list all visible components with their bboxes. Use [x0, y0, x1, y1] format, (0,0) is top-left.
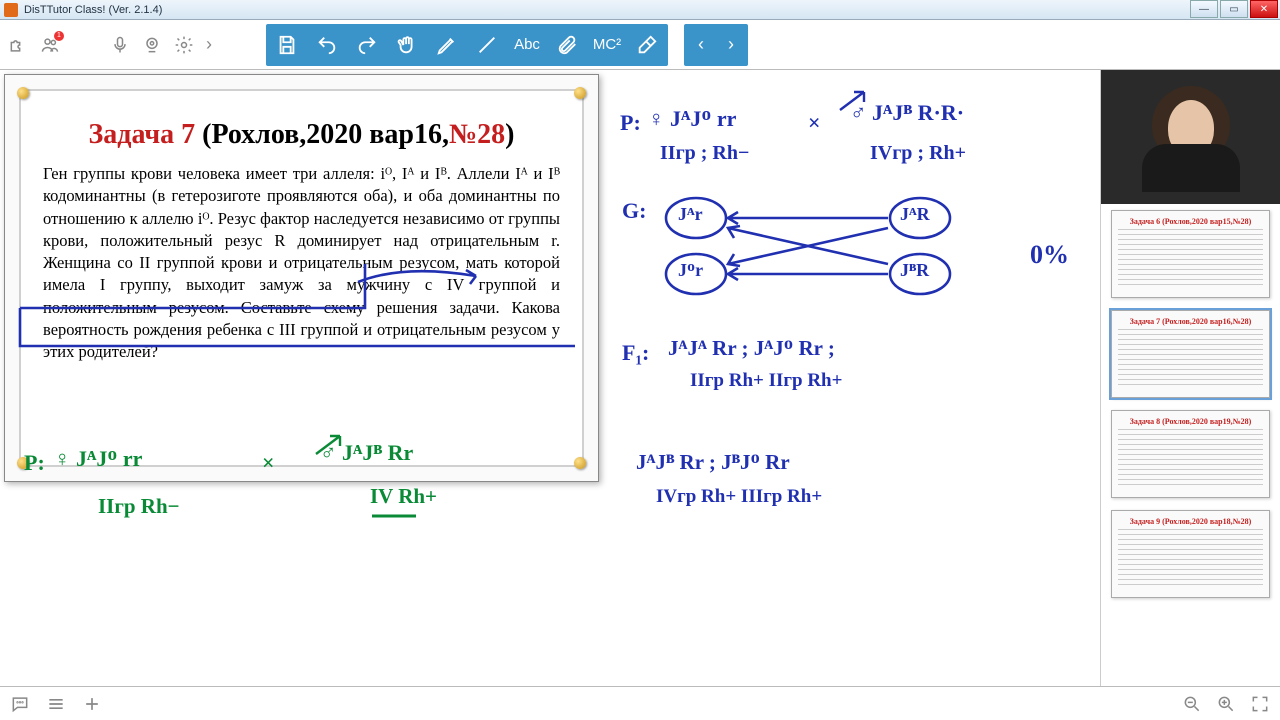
hw-g-p-female: ♀ JᴬJᴼ rr — [54, 446, 142, 472]
prev-slide-button[interactable]: ‹ — [698, 34, 704, 55]
zoom-out-icon[interactable] — [1182, 694, 1202, 714]
hw-p-male: ♂ JᴬJᴮ R·R· — [850, 100, 964, 126]
hand-icon[interactable] — [396, 34, 418, 56]
hw-p-m-pheno: IVгр ; Rh+ — [870, 142, 966, 165]
hw-f1-2: JᴬJᴮ Rr ; JᴮJᴼ Rr — [636, 450, 790, 475]
hw-zero: 0% — [1030, 240, 1069, 270]
zoom-in-icon[interactable] — [1216, 694, 1236, 714]
minimize-button[interactable]: — — [1190, 0, 1218, 18]
whiteboard-canvas[interactable]: Задача 7 (Рохлов,2020 вар16,№28) Ген гру… — [0, 70, 1100, 686]
pin-icon — [574, 87, 586, 99]
add-page-icon[interactable] — [82, 694, 102, 714]
hw-g-label: G: — [622, 198, 646, 224]
webcam-feed[interactable] — [1101, 70, 1280, 204]
right-panel: Задача 6 (Рохлов,2020 вар15,№28) Задача … — [1100, 70, 1280, 686]
restore-button[interactable]: ▭ — [1220, 0, 1248, 18]
hw-g-cross: × — [262, 450, 275, 476]
fullscreen-icon[interactable] — [1250, 694, 1270, 714]
menu-icon[interactable] — [46, 694, 66, 714]
webcam-person — [1141, 82, 1241, 192]
hw-g3: Jᴼr — [678, 260, 703, 281]
chevron-right-icon[interactable]: › — [206, 35, 226, 55]
puzzle-icon[interactable] — [8, 35, 28, 55]
webcam-icon[interactable] — [142, 35, 162, 55]
hw-cross: × — [808, 110, 821, 136]
mic-icon[interactable] — [110, 35, 130, 55]
participants-icon[interactable]: 1 — [40, 35, 60, 55]
participants-badge: 1 — [54, 31, 64, 41]
settings-icon[interactable] — [174, 35, 194, 55]
slide-body: Ген группы крови человека имеет три алле… — [21, 157, 582, 373]
green-underline — [370, 510, 420, 522]
hw-g1: Jᴬr — [678, 204, 703, 225]
next-slide-button[interactable]: › — [728, 34, 734, 55]
eraser-icon[interactable] — [636, 34, 658, 56]
window-titlebar: DisTTutor Class! (Ver. 2.1.4) — ▭ ✕ — [0, 0, 1280, 20]
redo-icon[interactable] — [356, 34, 378, 56]
hw-g2: JᴬR — [900, 204, 930, 225]
gamete-diagram — [660, 188, 1060, 328]
text-tool[interactable]: Abc — [516, 34, 538, 56]
hw-p-f-pheno: IIгр ; Rh− — [660, 142, 749, 165]
window-title: DisTTutor Class! (Ver. 2.1.4) — [24, 4, 162, 16]
hw-g-p-male: ♂ JᴬJᴮ Rr — [320, 440, 413, 466]
attachment-icon[interactable] — [556, 34, 578, 56]
app-icon — [4, 3, 18, 17]
thumbnail[interactable]: Задача 6 (Рохлов,2020 вар15,№28) — [1111, 210, 1270, 298]
hw-f1-1p: IIгр Rh+ IIгр Rh+ — [690, 370, 842, 392]
hw-p-female: ♀ JᴬJᴼ rr — [648, 106, 736, 132]
hw-f1-label: F₁: — [622, 340, 649, 366]
hw-f1-2p: IVгр Rh+ IIIгр Rh+ — [656, 486, 822, 508]
hw-g4: JᴮR — [900, 260, 929, 281]
hw-p-label: P: — [620, 110, 641, 136]
line-icon[interactable] — [476, 34, 498, 56]
pin-icon — [17, 87, 29, 99]
slide-title: Задача 7 (Рохлов,2020 вар16,№28) — [21, 91, 582, 157]
hw-g-p-label: P: — [24, 450, 45, 476]
top-toolbar: 1 › Abc MC² ‹ — [0, 20, 1280, 70]
chat-icon[interactable] — [10, 694, 30, 714]
thumbnail[interactable]: Задача 8 (Рохлов,2020 вар19,№28) — [1111, 410, 1270, 498]
slide-thumbnails: Задача 6 (Рохлов,2020 вар15,№28) Задача … — [1101, 204, 1280, 686]
close-button[interactable]: ✕ — [1250, 0, 1278, 18]
hw-g-m-pheno: IV Rh+ — [370, 484, 437, 509]
slide-card: Задача 7 (Рохлов,2020 вар16,№28) Ген гру… — [4, 74, 599, 482]
thumbnail[interactable]: Задача 7 (Рохлов,2020 вар16,№28) — [1111, 310, 1270, 398]
slide-nav: ‹ › — [684, 24, 748, 66]
pen-icon[interactable] — [436, 34, 458, 56]
thumbnail[interactable]: Задача 9 (Рохлов,2020 вар18,№28) — [1111, 510, 1270, 598]
undo-icon[interactable] — [316, 34, 338, 56]
hw-g-f-pheno: IIгр Rh− — [98, 494, 180, 519]
mc2-tool[interactable]: MC² — [596, 34, 618, 56]
drawing-toolbar: Abc MC² — [266, 24, 668, 66]
save-icon[interactable] — [276, 34, 298, 56]
bottom-toolbar — [0, 686, 1280, 720]
hw-f1-1: JᴬJᴬ Rr ; JᴬJᴼ Rr ; — [668, 336, 835, 361]
pin-icon — [574, 457, 586, 469]
